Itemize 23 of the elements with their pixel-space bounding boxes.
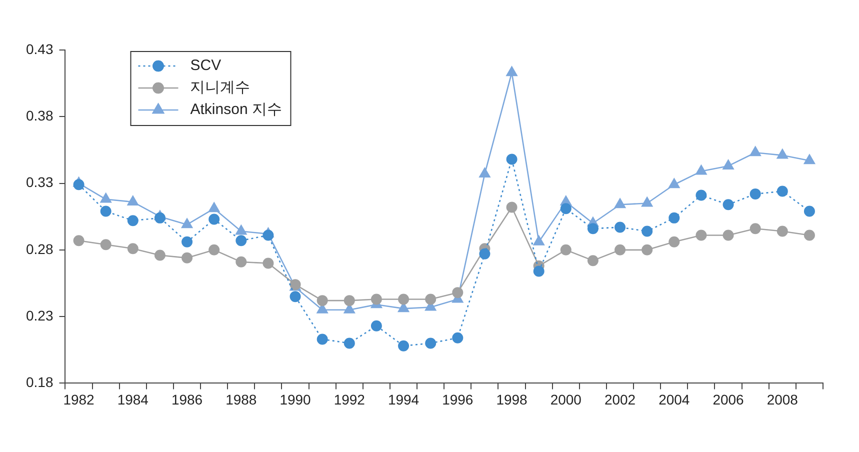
x-tick-label: 1998 xyxy=(496,391,528,408)
y-tick-label: 0.18 xyxy=(26,374,54,390)
x-tick-label: 1996 xyxy=(442,391,474,408)
x-tick-label: 2006 xyxy=(712,391,744,408)
x-tick-label: 1994 xyxy=(388,391,420,408)
legend-label: Atkinson 지수 xyxy=(190,101,282,118)
x-tick-label: 1988 xyxy=(226,391,257,408)
x-tick-label: 1982 xyxy=(63,391,95,408)
y-tick-label: 0.28 xyxy=(26,240,54,257)
y-tick-label: 0.38 xyxy=(26,108,54,124)
x-tick-label: 1990 xyxy=(280,391,312,408)
legend-label: 지니계수 xyxy=(190,79,250,96)
x-tick-label: 1984 xyxy=(117,391,149,408)
y-tick-label: 0.33 xyxy=(26,174,54,190)
y-tick-label: 0.43 xyxy=(26,40,54,57)
x-tick-label: 1992 xyxy=(334,391,366,408)
x-tick-label: 2002 xyxy=(604,391,636,408)
x-tick-label: 1986 xyxy=(171,391,203,408)
x-tick-label: 2008 xyxy=(766,391,798,408)
y-tick-label: 0.23 xyxy=(26,307,54,324)
x-tick-label: 2000 xyxy=(550,391,582,408)
legend-label: SCV xyxy=(190,57,222,74)
x-tick-label: 2004 xyxy=(658,391,690,408)
